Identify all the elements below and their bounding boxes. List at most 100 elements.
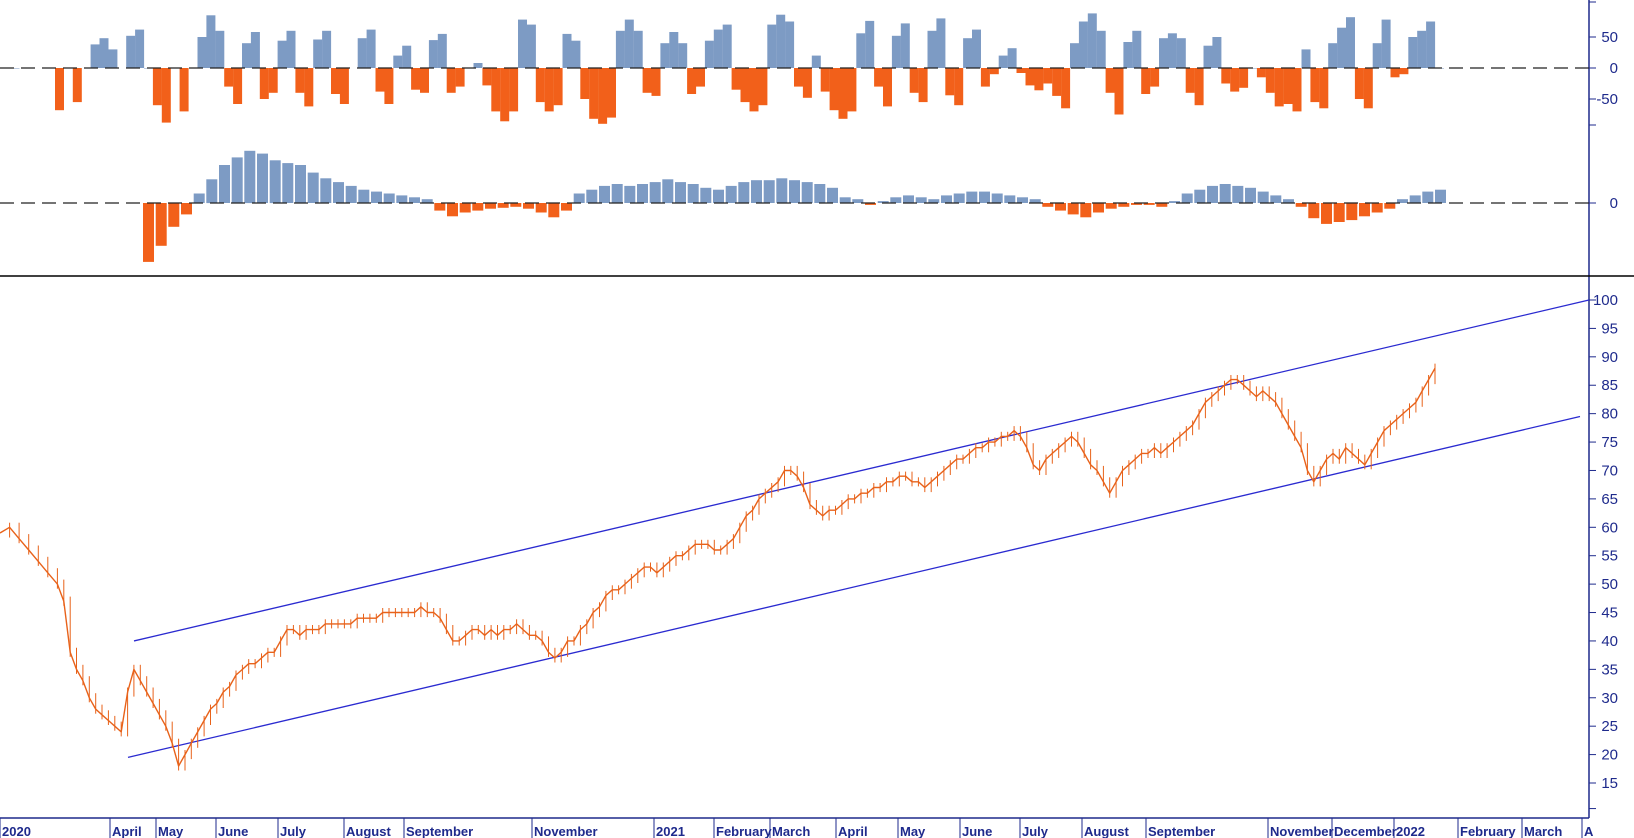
middle-oscillator-bar (1067, 203, 1079, 215)
top-oscillator-bar (446, 68, 456, 93)
middle-oscillator-bar (675, 182, 686, 203)
top-oscillator-bar (1230, 68, 1240, 92)
top-oscillator-bar (1319, 68, 1329, 109)
top-oscillator-bar (402, 45, 412, 68)
top-oscillator-bar (785, 21, 795, 68)
price-ytick-label: 85 (1601, 377, 1618, 394)
top-oscillator-bar (1310, 68, 1320, 103)
top-oscillator-bar (250, 32, 260, 68)
top-oscillator-bar (1292, 68, 1302, 112)
top-oscillator-bar (1381, 19, 1391, 69)
top-oscillator-bar (215, 30, 225, 68)
top-oscillator-bar (998, 55, 1008, 68)
middle-oscillator-bar (307, 172, 319, 203)
top-oscillator-bar (1363, 68, 1373, 109)
top-oscillator-bar (1132, 30, 1142, 68)
top-oscillator-bar (1159, 38, 1168, 68)
top-oscillator-bar (1070, 43, 1079, 68)
top-oscillator-bar (108, 49, 118, 68)
top-oscillator-bar (1025, 68, 1035, 86)
top-oscillator-bar (1274, 68, 1284, 107)
top-oscillator-bar (286, 30, 296, 68)
top-oscillator-bar (607, 68, 616, 118)
middle-oscillator-bar (687, 184, 699, 203)
top-oscillator-bar (669, 32, 679, 68)
oscillator-top-panel (0, 13, 1589, 124)
middle-oscillator-bar (1397, 199, 1408, 203)
top-oscillator-bar (384, 68, 394, 104)
top-oscillator-bar (758, 68, 768, 106)
price-ytick-label: 50 (1601, 576, 1618, 593)
top-oscillator-bar (1354, 68, 1364, 99)
top-oscillator-bar (687, 68, 697, 94)
price-ytick-label: 80 (1601, 406, 1618, 423)
top-oscillator-bar (500, 68, 510, 122)
top-oscillator-bar (972, 29, 981, 69)
middle-oscillator-bar (801, 182, 813, 203)
middle-oscillator-bar (1295, 203, 1307, 207)
top-oscillator-bar (1167, 33, 1177, 68)
top-oscillator-bar (820, 68, 830, 92)
middle-oscillator-bar (839, 197, 851, 203)
top-oscillator-bar (847, 68, 857, 112)
month-label: July (280, 824, 307, 838)
middle-oscillator-bar (1245, 187, 1256, 203)
middle-oscillator-bar (371, 191, 382, 203)
month-label: February (716, 824, 772, 838)
top-oscillator-bar (1007, 48, 1017, 68)
top-oscillator-bar (1283, 68, 1293, 104)
top-oscillator-bar (357, 38, 367, 68)
oscillator-middle-panel (0, 150, 1589, 262)
middle-oscillator-bar (903, 195, 914, 203)
upper-channel-line (133, 299, 1590, 642)
month-label: July (1022, 824, 1049, 838)
top-oscillator-bar (1239, 68, 1249, 88)
middle-oscillator-bar (485, 203, 496, 209)
top-oscillator-bar (802, 68, 812, 98)
middle-oscillator-bar (1422, 191, 1434, 203)
top-oscillator-bar (313, 39, 323, 68)
top-oscillator-bar (553, 68, 563, 106)
month-label: April (838, 824, 868, 838)
top-oscillator-bar (526, 24, 536, 69)
top-oscillator-bar (1176, 38, 1186, 68)
middle-oscillator-bar (713, 189, 724, 203)
top-oscillator-bar (749, 68, 759, 112)
top-oscillator-bar (1265, 68, 1275, 93)
middle-oscillator-bar (649, 182, 661, 203)
top-oscillator-bar (722, 24, 732, 69)
top-oscillator-bar (615, 30, 625, 68)
top-oscillator-bar (420, 68, 429, 93)
month-label: May (900, 824, 926, 838)
month-label: May (158, 824, 184, 838)
top-oscillator-bar (437, 33, 447, 68)
top-oscillator-bar (197, 37, 207, 68)
month-label: August (346, 824, 391, 838)
top-oscillator-bar (696, 68, 705, 87)
top-oscillator-bar (411, 68, 421, 90)
top-oscillator-bar (535, 68, 545, 103)
price-ytick-label: 30 (1601, 690, 1618, 707)
month-label: March (772, 824, 810, 838)
middle-oscillator-bar (231, 157, 243, 203)
top-oscillator-bar (428, 40, 438, 68)
middle-oscillator-bar (523, 203, 534, 209)
top-oscillator-bar (1408, 37, 1418, 68)
top-oscillator-bar (99, 38, 109, 68)
price-ytick-label: 25 (1601, 718, 1618, 735)
middle-oscillator-bar (700, 187, 712, 203)
middle-oscillator-bar (434, 203, 446, 211)
middle-oscillator-bar (206, 179, 218, 204)
middle-oscillator-bar (1042, 203, 1054, 207)
middle-oscillator-bar (257, 153, 268, 203)
top-oscillator-bar (1123, 42, 1133, 68)
middle-oscillator-bar (459, 203, 471, 213)
middle-oscillator-bar (295, 165, 306, 203)
price-ytick-label: 90 (1601, 349, 1618, 366)
middle-oscillator-bar (193, 193, 205, 203)
middle-oscillator-bar (928, 199, 940, 203)
price-ytick-label: 60 (1601, 519, 1618, 536)
top-oscillator-bar (366, 29, 376, 69)
top-oscillator-bar (339, 68, 349, 104)
top-oscillator-bar (1426, 21, 1436, 68)
